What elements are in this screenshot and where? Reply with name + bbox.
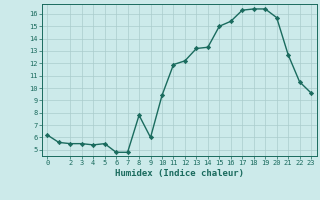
X-axis label: Humidex (Indice chaleur): Humidex (Indice chaleur)	[115, 169, 244, 178]
